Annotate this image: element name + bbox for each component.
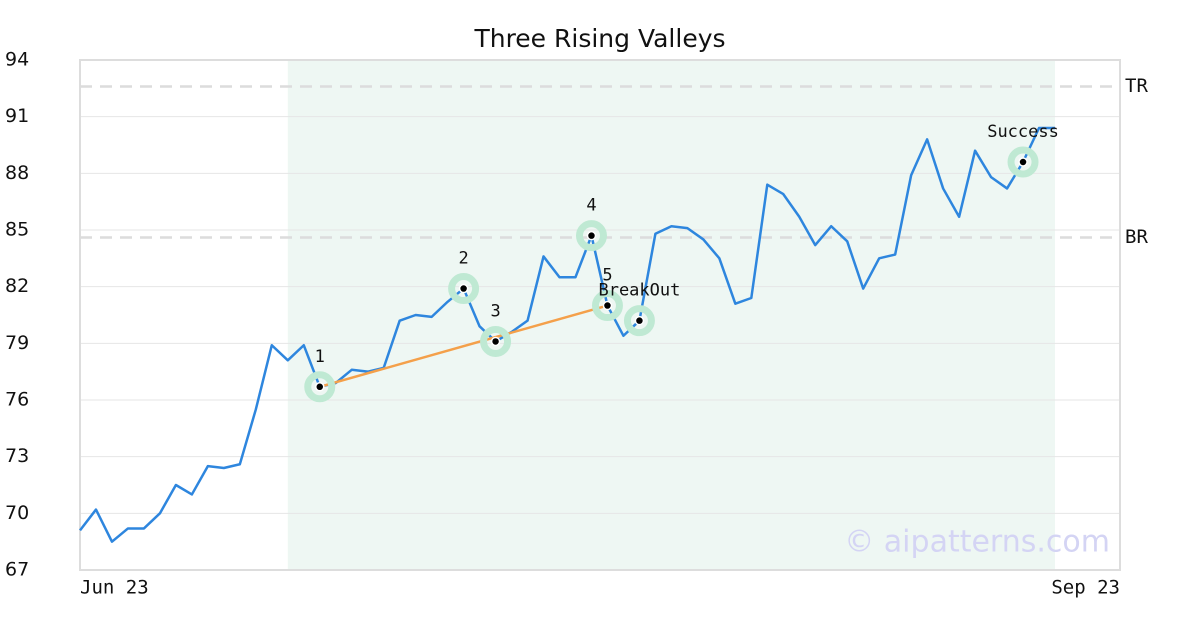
- reference-label: BR: [1125, 226, 1148, 248]
- y-tick-label: 73: [5, 445, 29, 467]
- marker-halo: [591, 290, 623, 322]
- x-tick-label: Jun 23: [80, 577, 149, 599]
- marker-label: 4: [586, 196, 596, 216]
- reference-label: TR: [1125, 75, 1148, 97]
- x-tick-label: Sep 23: [1051, 577, 1120, 599]
- marker-label: 3: [490, 301, 500, 321]
- y-tick-label: 70: [5, 502, 29, 524]
- trend-line: [319, 304, 608, 388]
- marker-halo: [575, 220, 607, 252]
- marker-halo: [448, 273, 480, 305]
- y-tick-label: 76: [5, 389, 29, 411]
- marker-dot: [458, 283, 469, 294]
- y-tick-label: 91: [5, 105, 29, 127]
- marker-dot: [315, 382, 325, 392]
- marker-dot: [602, 300, 613, 311]
- marker-label: 5: [602, 266, 612, 286]
- y-tick-label: 82: [5, 275, 29, 297]
- y-tick-label: 94: [5, 49, 29, 71]
- chart-title: Three Rising Valleys: [473, 24, 725, 53]
- pattern-zone: [287, 60, 1056, 570]
- marker-label: Success: [987, 122, 1059, 142]
- y-tick-label: 79: [5, 332, 29, 354]
- y-tick-label: 85: [5, 219, 29, 241]
- marker-label: 1: [315, 347, 325, 367]
- marker-halo: [1007, 146, 1039, 178]
- plot-frame: [79, 59, 1121, 571]
- marker-dot: [1018, 157, 1028, 167]
- marker-halo: [623, 305, 655, 337]
- y-tick-label: 88: [5, 162, 29, 184]
- price-line: [79, 126, 1055, 543]
- watermark: © aipatterns.com: [844, 525, 1110, 560]
- marker-label: BreakOut: [598, 281, 680, 301]
- marker-dot: [490, 336, 501, 347]
- marker-label: 2: [458, 249, 468, 269]
- marker-halo: [480, 325, 512, 357]
- y-tick-label: 67: [5, 559, 29, 581]
- marker-halo: [304, 371, 336, 403]
- marker-dot: [586, 230, 597, 241]
- marker-dot: [634, 315, 645, 326]
